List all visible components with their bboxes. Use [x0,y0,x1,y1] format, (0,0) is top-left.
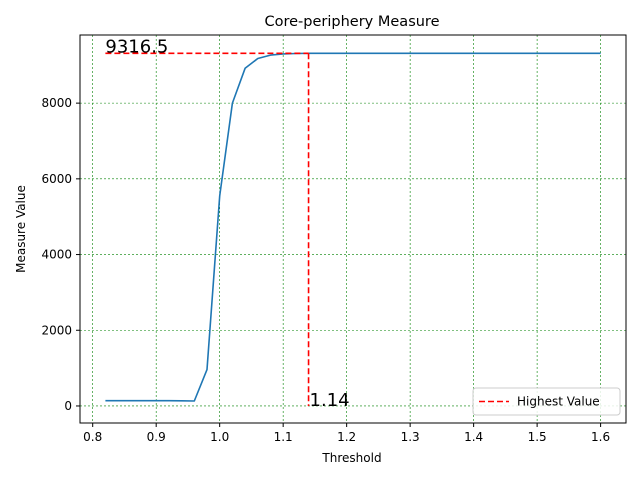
x-tick-label: 1.0 [210,430,229,444]
axes-frame [79,34,627,424]
x-tick-label: 1.4 [464,430,483,444]
legend: Highest Value [472,387,621,416]
x-tick-label: 1.1 [274,430,293,444]
y-tick-label: 2000 [41,323,72,337]
x-axis-label: Threshold [321,451,381,465]
x-tick-label: 1.3 [401,430,420,444]
chart-title: Core-periphery Measure [265,14,440,30]
y-tick-label: 0 [64,399,72,413]
x-tick-label: 0.8 [83,430,102,444]
axis-ticks: 0.8 0.9 1.0 1.1 1.2 1.3 1.4 1.5 1.6 0 2000 4000 6000… [41,96,610,444]
highest-value-markers: 9316.5 1.14 [105,36,350,411]
x-tick-label: 1.6 [591,430,610,444]
threshold-value-label: 1.14 [310,390,350,411]
y-tick-label: 4000 [41,248,72,262]
y-axis-label: Measure Value [14,185,28,273]
y-tick-label: 8000 [41,96,72,110]
x-tick-label: 0.9 [147,430,166,444]
y-tick-label: 6000 [41,172,72,186]
measure-series-line [105,52,601,402]
plot-area [105,52,601,402]
x-tick-label: 1.5 [528,430,547,444]
highest-value-label: 9316.5 [105,36,168,57]
legend-box [472,387,621,416]
grid [80,35,626,423]
legend-label-highest-value: Highest Value [517,395,600,409]
x-tick-label: 1.2 [337,430,356,444]
